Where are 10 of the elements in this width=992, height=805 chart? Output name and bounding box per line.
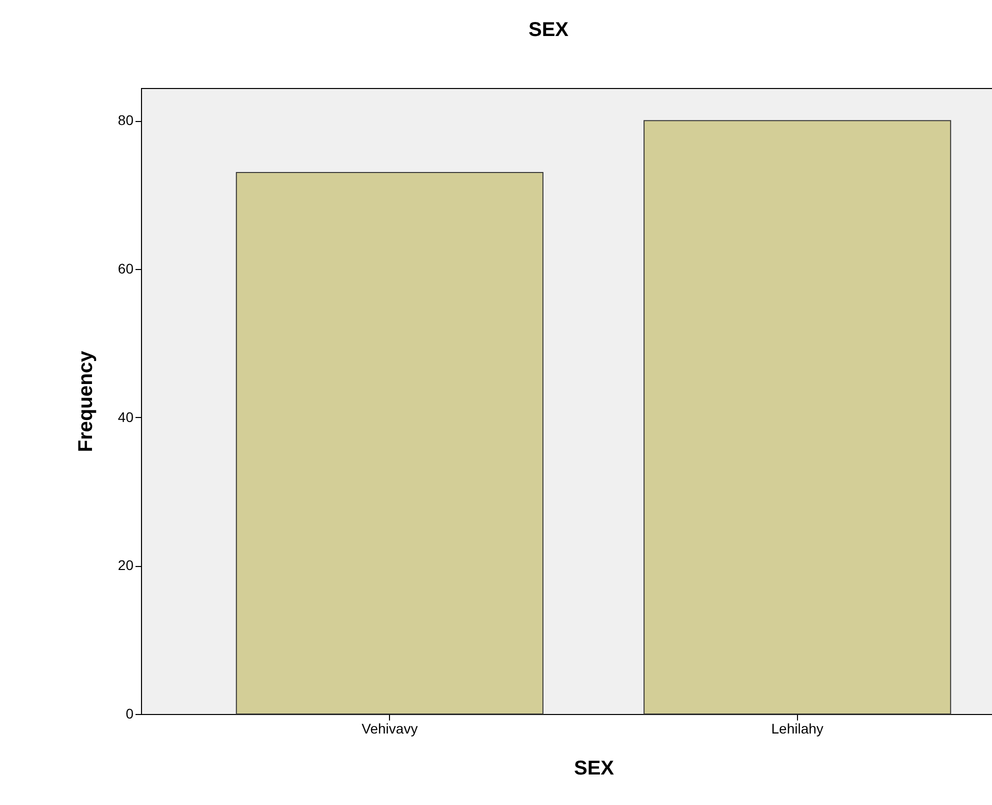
- y-axis-title: Frequency: [74, 350, 97, 452]
- x-tick-label: Vehivavy: [362, 720, 418, 736]
- y-tick-label: 40: [118, 408, 134, 425]
- y-tick-label: 80: [118, 112, 134, 128]
- chart-title: SEX: [528, 19, 570, 41]
- y-tick-label: 0: [126, 706, 134, 722]
- y-tick-label: 60: [118, 260, 134, 276]
- x-tick-label: Lehilahy: [771, 720, 824, 736]
- x-axis-title: SEX: [574, 758, 615, 780]
- y-tick-label: 20: [118, 557, 134, 574]
